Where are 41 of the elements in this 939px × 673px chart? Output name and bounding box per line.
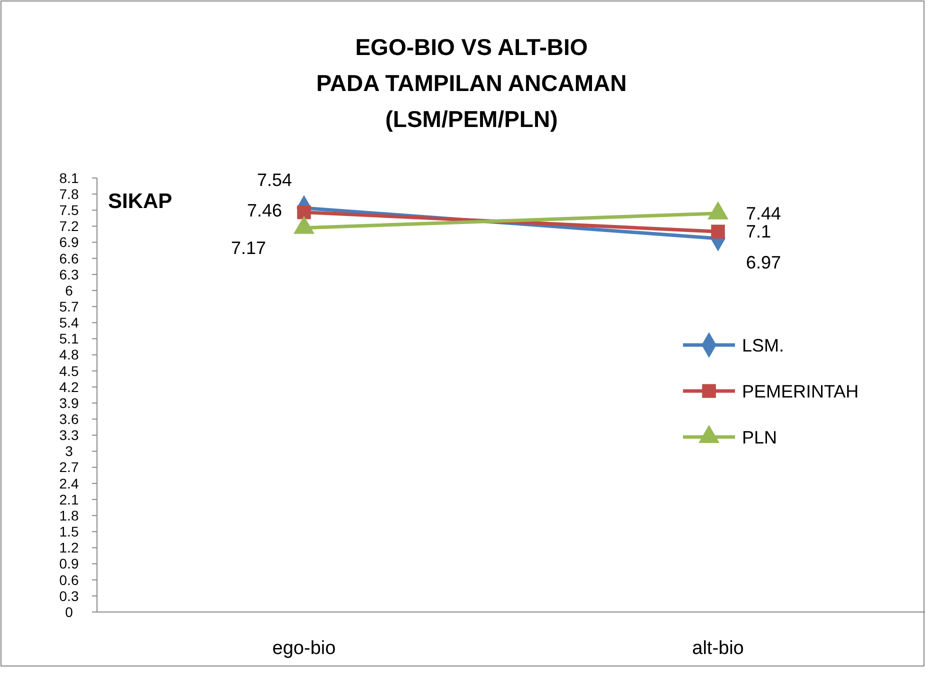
- data-label: 7.44: [746, 203, 782, 224]
- y-tick-label: 0.9: [59, 556, 79, 572]
- y-tick-label: 0: [65, 604, 74, 620]
- y-tick-label: 3.9: [59, 394, 79, 411]
- x-tick-label: alt-bio: [692, 638, 744, 659]
- y-tick-label: 8.1: [59, 170, 79, 186]
- y-tick-label: 2.7: [59, 459, 79, 476]
- y-tick-label: 0.6: [59, 572, 79, 588]
- chart-title: EGO-BIO VS ALT-BIO PADA TAMPILAN ANCAMAN (LSM/PEM/PLN): [316, 34, 627, 132]
- y-tick-label: 0.3: [59, 588, 79, 604]
- y-tick-label: 1.5: [59, 524, 79, 540]
- y-tick-label: 6.3: [59, 266, 79, 282]
- y-tick-label: 3: [65, 443, 74, 460]
- y-tick-label: 4.2: [59, 378, 79, 395]
- data-label: 7.46: [246, 200, 282, 220]
- y-tick-label: 4.5: [59, 362, 79, 379]
- legend-label: PEMERINTAH: [742, 381, 859, 402]
- y-tick-label: 6: [65, 282, 74, 298]
- y-tick-label: 1.8: [59, 507, 79, 524]
- y-tick-label: 1.2: [59, 540, 79, 556]
- y-tick-label: 7.2: [59, 218, 79, 234]
- legend-label: PLN: [742, 427, 778, 448]
- data-label: 7.1: [746, 222, 772, 242]
- x-tick-label: ego-bio: [272, 638, 336, 659]
- y-tick-label: 5.7: [59, 298, 79, 314]
- y-tick-label: 6.6: [59, 250, 79, 266]
- y-tick-label: 4.8: [59, 346, 79, 363]
- y-tick-label: 3.6: [59, 411, 79, 428]
- data-label: 7.54: [256, 170, 292, 190]
- y-tick-label: 6.9: [59, 234, 79, 250]
- y-tick-label: 2.4: [59, 475, 79, 492]
- data-label: 6.97: [746, 252, 782, 273]
- y-tick-label: 7.8: [59, 186, 79, 202]
- y-tick-label: 3.3: [59, 427, 79, 444]
- legend-label: LSM.: [742, 335, 784, 356]
- y-tick-label: 2.1: [59, 491, 79, 508]
- y-tick-label: 7.5: [59, 202, 79, 218]
- y-tick-label: 5.1: [59, 330, 79, 347]
- y-tick-label: 5.4: [59, 314, 79, 331]
- data-label: 7.17: [230, 238, 266, 258]
- y-axis-title: SIKAP: [108, 190, 172, 213]
